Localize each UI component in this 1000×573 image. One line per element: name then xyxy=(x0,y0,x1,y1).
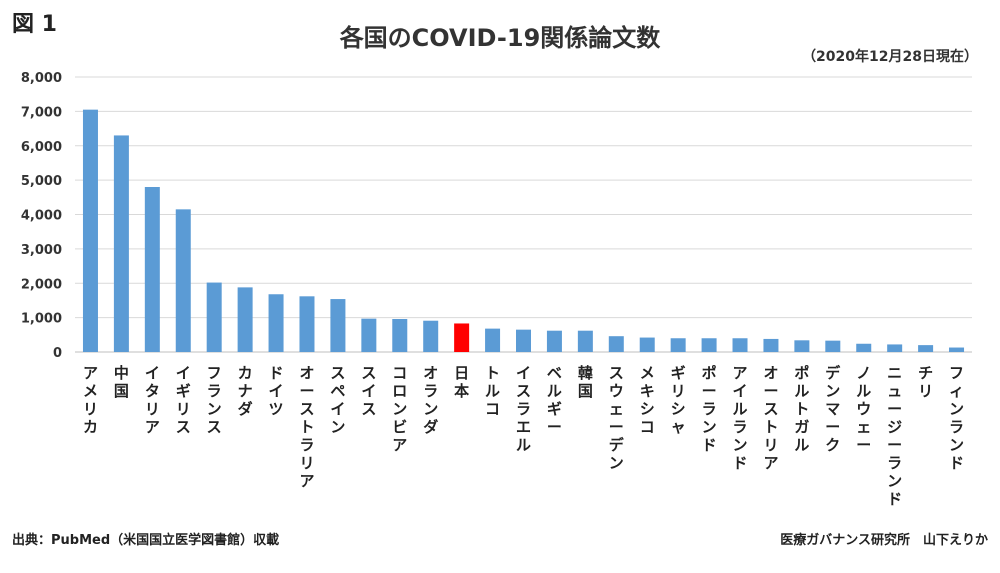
source-credit: 出典：PubMed（米国国立医学図書館）収載 xyxy=(12,533,280,548)
bar-22 xyxy=(763,338,779,352)
x-tick-label: ポーランド xyxy=(702,364,717,454)
y-axis-ticks: 0 1,000 2,000 3,000 4,000 5,000 6,000 7,000 8,00… xyxy=(21,71,62,361)
x-tick-label: アイルランド xyxy=(733,364,748,472)
bar-10 xyxy=(392,319,408,352)
x-tick-label: オランダ xyxy=(423,364,438,436)
bar-9 xyxy=(361,318,377,352)
bar-5 xyxy=(237,287,253,352)
x-tick-label: チリ xyxy=(918,364,933,400)
bar-8 xyxy=(330,299,346,352)
x-tick-label: フランス xyxy=(207,364,222,436)
bars xyxy=(82,109,965,352)
bar-17 xyxy=(608,336,624,352)
bar-12 xyxy=(454,323,470,352)
y-tick-label: 4,000 xyxy=(21,209,62,224)
x-tick-label: ドイツ xyxy=(269,364,284,418)
bar-27 xyxy=(918,345,934,352)
x-tick-label: ベルギー xyxy=(547,364,562,436)
bar-20 xyxy=(701,338,717,352)
x-tick-label: スイス xyxy=(361,364,376,418)
y-tick-label: 8,000 xyxy=(21,71,62,86)
y-tick-label: 5,000 xyxy=(21,174,62,189)
y-tick-label: 6,000 xyxy=(21,140,62,155)
bar-3 xyxy=(175,209,191,352)
x-tick-label: メキシコ xyxy=(640,364,655,436)
y-tick-label: 0 xyxy=(53,346,62,361)
bar-24 xyxy=(825,340,841,352)
x-tick-label: デンマーク xyxy=(825,364,841,454)
chart-date-note: （2020年12月28日現在） xyxy=(802,49,978,65)
x-tick-label: スペイン xyxy=(330,364,345,436)
bar-1 xyxy=(113,135,129,352)
x-tick-label: ギリシャ xyxy=(671,364,686,436)
x-tick-label: 日本 xyxy=(454,364,469,400)
x-tick-label: オーストラリア xyxy=(299,364,314,490)
y-tick-label: 1,000 xyxy=(21,312,62,327)
x-tick-label: スウェーデン xyxy=(609,364,625,472)
chart-title: 各国のCOVID-19関係論文数 xyxy=(339,24,661,52)
author-credit: 医療ガバナンス研究所 山下えりか xyxy=(780,533,988,548)
x-tick-label: ポルトガル xyxy=(794,364,809,454)
x-tick-label: トルコ xyxy=(485,364,500,418)
bar-26 xyxy=(887,344,903,352)
x-tick-label: イタリア xyxy=(145,364,160,436)
bar-2 xyxy=(144,187,160,352)
bar-19 xyxy=(670,338,686,352)
bar-21 xyxy=(732,338,748,352)
bar-6 xyxy=(268,294,284,352)
bar-0 xyxy=(82,109,98,352)
bar-16 xyxy=(577,330,593,352)
x-tick-label: イギリス xyxy=(176,364,191,436)
bar-7 xyxy=(299,296,315,352)
y-tick-label: 3,000 xyxy=(21,243,62,258)
x-tick-label: ニュージーランド xyxy=(887,364,902,508)
y-tick-label: 2,000 xyxy=(21,277,62,292)
x-tick-label: フィンランド xyxy=(949,364,964,472)
x-tick-label: オーストリア xyxy=(763,364,778,472)
bar-25 xyxy=(856,343,872,352)
bar-11 xyxy=(423,320,439,352)
y-tick-label: 7,000 xyxy=(21,105,62,120)
bar-13 xyxy=(485,328,501,352)
bar-15 xyxy=(546,330,562,352)
x-tick-label: ノルウェー xyxy=(856,364,871,454)
bar-4 xyxy=(206,282,222,352)
bar-23 xyxy=(794,340,810,352)
x-tick-label: イスラエル xyxy=(516,364,531,454)
x-tick-label: 韓国 xyxy=(578,364,593,400)
x-tick-label: コロンビア xyxy=(392,364,407,454)
figure-label: 図 1 xyxy=(12,12,57,37)
bar-18 xyxy=(639,337,655,352)
gridlines xyxy=(75,76,972,353)
bar-14 xyxy=(516,329,531,352)
bar-28 xyxy=(949,347,965,352)
x-tick-label: 中国 xyxy=(114,364,129,400)
x-tick-label: カナダ xyxy=(238,364,253,418)
x-tick-label: アメリカ xyxy=(83,364,98,436)
